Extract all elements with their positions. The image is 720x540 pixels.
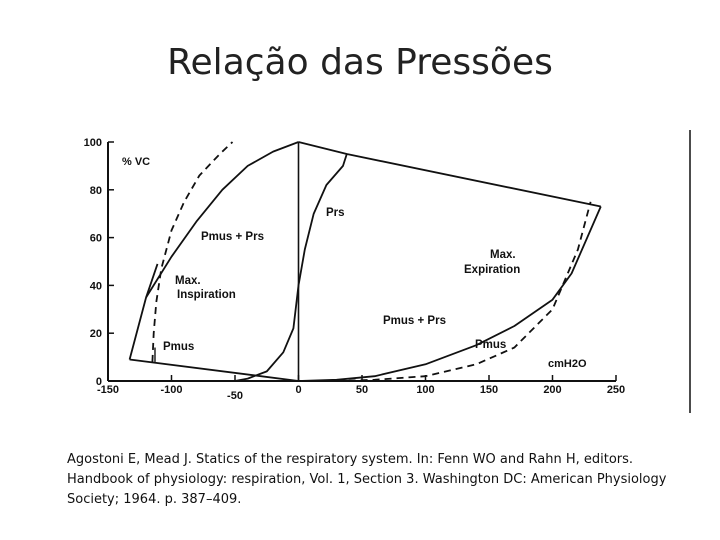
- series-line-6: [336, 201, 592, 382]
- label-pmus-inspiration: Pmus: [163, 341, 194, 353]
- x-tick-label: -150: [97, 384, 119, 396]
- series-line-3: [128, 263, 159, 360]
- series-line-1: [145, 141, 299, 298]
- y-axis-label: % VC: [122, 156, 150, 168]
- x-tick-label: 100: [416, 384, 434, 396]
- label-pmus-expiration: Pmus: [475, 339, 506, 351]
- series-line-4: [298, 141, 601, 208]
- label-prs: Prs: [326, 207, 345, 219]
- x-tick-label: -50: [227, 390, 243, 402]
- slide-title: Relação das Pressões: [167, 42, 553, 83]
- x-tick-label: 0: [295, 384, 301, 396]
- curves-layer: [128, 141, 602, 382]
- series-line-2: [298, 206, 602, 382]
- label-max-expiration: Max.: [490, 249, 516, 261]
- x-tick-label: 150: [480, 384, 498, 396]
- x-tick-label: 250: [607, 384, 625, 396]
- labels-layer: % VC cmH2O Prs Pmus + Prs Max. Inspirati…: [122, 156, 587, 370]
- y-tick-label: 80: [90, 185, 102, 197]
- x-tick-label: 200: [543, 384, 561, 396]
- y-tick-label: 100: [84, 137, 102, 149]
- label-max-expiration-2: Expiration: [464, 264, 520, 276]
- label-max-inspiration: Max.: [175, 275, 201, 287]
- axes-layer: 0 20 40 60 80 100 -150 -100 -50 0 50 100 150 200 250: [84, 130, 691, 413]
- y-tick-label: 40: [90, 280, 102, 292]
- label-pmus-prs-inspiration: Pmus + Prs: [201, 231, 264, 243]
- label-max-inspiration-2: Inspiration: [177, 289, 236, 301]
- x-axis-unit-label: cmH2O: [548, 358, 587, 370]
- y-tick-label: 60: [90, 233, 102, 245]
- series-line-5: [151, 141, 234, 362]
- pressure-volume-chart: 0 20 40 60 80 100 -150 -100 -50 0 50 100 150 200 250 %…: [80, 125, 700, 420]
- label-pmus-prs-expiration: Pmus + Prs: [383, 315, 446, 327]
- max-inspiration-base-line: [129, 358, 299, 382]
- x-tick-label: 50: [356, 384, 368, 396]
- citation-text: Agostoni E, Mead J. Statics of the respi…: [67, 452, 667, 507]
- chart-svg: 0 20 40 60 80 100 -150 -100 -50 0 50 100 150 200 250 %…: [84, 130, 691, 413]
- series-line-0: [234, 153, 348, 382]
- x-tick-label: -100: [160, 384, 182, 396]
- y-tick-label: 20: [90, 328, 102, 340]
- y-tick-label: 0: [96, 376, 102, 388]
